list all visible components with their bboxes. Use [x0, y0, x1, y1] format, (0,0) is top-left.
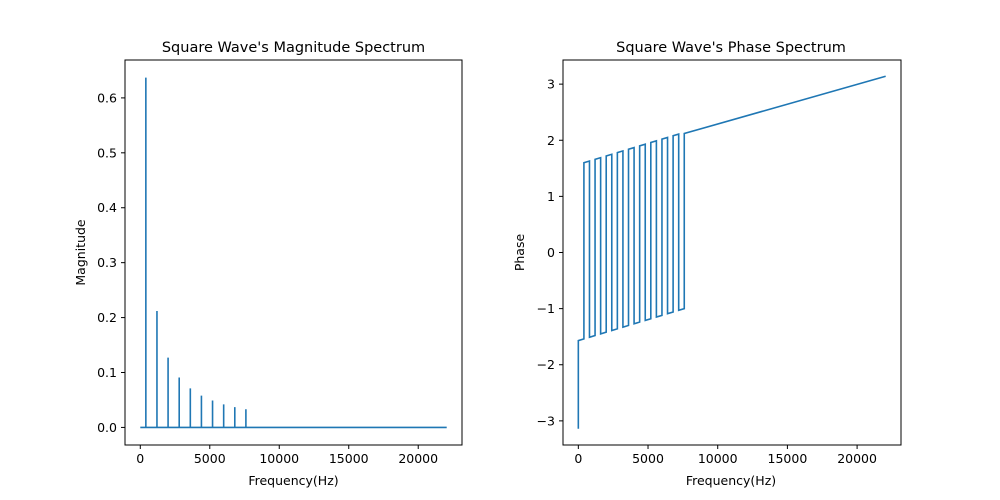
magnitude-x-tick-label: 10000 — [259, 451, 299, 466]
magnitude-x-tick-label: 15000 — [329, 451, 369, 466]
magnitude-plot-area — [140, 77, 447, 429]
magnitude-y-tick-label: 0.6 — [97, 90, 117, 105]
phase-chart: Square Wave's Phase Spectrum 0 5000 10000 1… — [512, 40, 902, 488]
magnitude-y-ticks: 0.0 0.1 0.2 0.3 0.4 0.5 0.6 — [97, 90, 125, 435]
phase-x-ticks: 0 5000 10000 15000 20000 — [574, 445, 877, 466]
magnitude-y-tick-label: 0.0 — [97, 420, 117, 435]
magnitude-x-ticks: 0 5000 10000 15000 20000 — [136, 445, 438, 466]
magnitude-chart: Square Wave's Magnitude Spectrum 0 5000 10… — [73, 40, 463, 488]
phase-y-tick-label: −3 — [537, 413, 555, 428]
magnitude-x-axis-label: Frequency(Hz) — [248, 473, 338, 488]
phase-y-tick-label: 2 — [547, 133, 555, 148]
magnitude-y-tick-label: 0.5 — [97, 145, 117, 160]
magnitude-y-tick-label: 0.1 — [97, 365, 117, 380]
phase-x-tick-label: 0 — [574, 451, 582, 466]
magnitude-chart-title: Square Wave's Magnitude Spectrum — [162, 40, 425, 56]
phase-y-tick-label: −2 — [537, 357, 555, 372]
phase-y-tick-label: −1 — [537, 301, 555, 316]
phase-x-axis-label: Frequency(Hz) — [686, 473, 776, 488]
phase-y-tick-label: 0 — [547, 245, 555, 260]
phase-x-tick-label: 5000 — [632, 451, 664, 466]
phase-chart-title: Square Wave's Phase Spectrum — [616, 40, 846, 56]
phase-series-line-0 — [577, 75, 886, 429]
phase-y-tick-label: 1 — [547, 189, 555, 204]
magnitude-y-tick-label: 0.3 — [97, 255, 117, 270]
magnitude-axes-frame — [124, 59, 463, 446]
magnitude-y-tick-label: 0.2 — [97, 310, 117, 325]
magnitude-series-line-0 — [140, 77, 447, 429]
phase-x-tick-label: 10000 — [698, 451, 738, 466]
phase-y-tick-label: 3 — [547, 77, 555, 92]
magnitude-x-tick-label: 5000 — [194, 451, 226, 466]
phase-x-tick-label: 15000 — [768, 451, 808, 466]
magnitude-x-tick-label: 20000 — [398, 451, 438, 466]
phase-y-ticks: −3 −2 −1 0 1 2 3 — [537, 77, 563, 428]
magnitude-y-tick-label: 0.4 — [97, 200, 117, 215]
phase-x-tick-label: 20000 — [837, 451, 877, 466]
phase-y-axis-label: Phase — [512, 234, 527, 272]
magnitude-x-tick-label: 0 — [136, 451, 144, 466]
phase-plot-area — [577, 75, 886, 429]
magnitude-y-axis-label: Magnitude — [73, 219, 88, 286]
